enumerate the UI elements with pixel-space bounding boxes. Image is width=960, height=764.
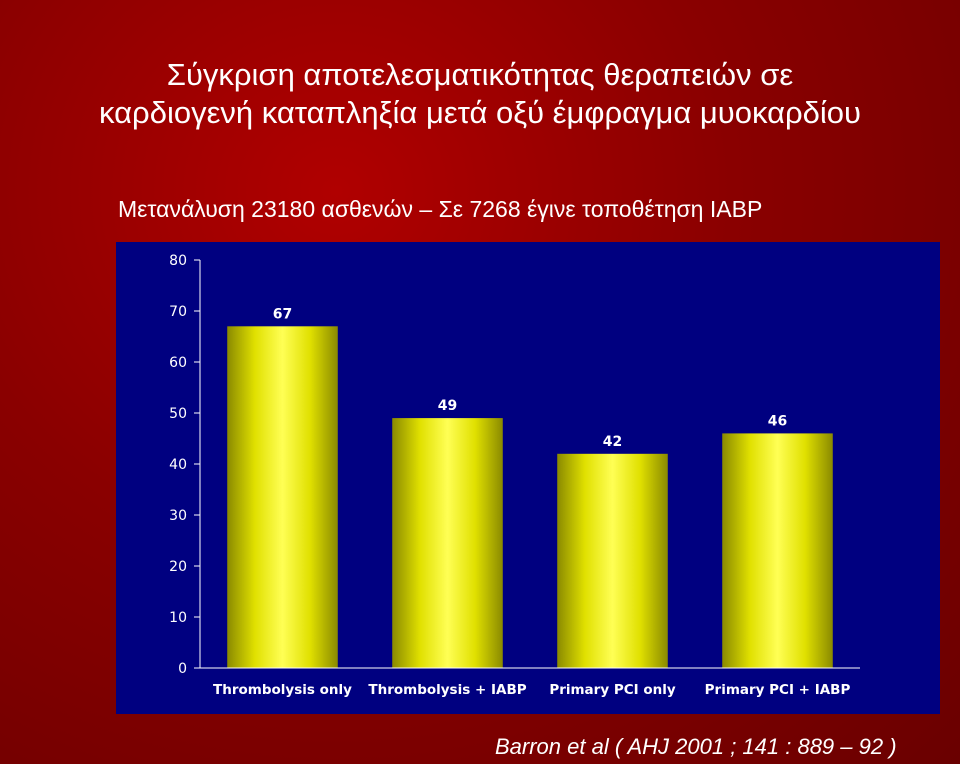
- y-tick-label: 40: [169, 457, 187, 473]
- x-category-label: Thrombolysis only: [213, 682, 352, 698]
- bar: [722, 433, 833, 668]
- y-tick-label: 60: [169, 355, 187, 371]
- y-axis: 0 10 20 30 40 50 60 70 80: [169, 253, 201, 677]
- bar: [227, 326, 338, 668]
- y-tick-label: 0: [178, 661, 187, 677]
- y-tick-label: 50: [169, 406, 187, 422]
- y-tick-label: 10: [169, 610, 187, 626]
- citation: Barron et al ( AHJ 2001 ; 141 : 889 – 92…: [495, 734, 897, 759]
- slide-subtitle: Μετανάλυση 23180 ασθενών – Σε 7268 έγινε…: [118, 196, 763, 222]
- y-tick-label: 80: [169, 253, 187, 269]
- bars: 67 49 42 46: [227, 306, 833, 668]
- bar-data-label: 67: [273, 306, 292, 322]
- bar-data-label: 46: [768, 413, 787, 429]
- x-category-label: Primary PCI + IABP: [705, 682, 851, 698]
- y-tick-label: 30: [169, 508, 187, 524]
- bar-data-label: 49: [438, 398, 457, 414]
- y-tick-label: 70: [169, 304, 187, 320]
- slide-title: Σύγκριση αποτελεσματικότητας θεραπειών σ…: [99, 57, 861, 130]
- y-tick-label: 20: [169, 559, 187, 575]
- x-category-label: Thrombolysis + IABP: [368, 682, 526, 698]
- bar: [557, 453, 668, 668]
- x-axis: Thrombolysis only Thrombolysis + IABP Prim…: [200, 667, 860, 698]
- bar: [392, 418, 503, 668]
- y-axis-label: In-hospital Mortality (%): [140, 331, 162, 593]
- x-category-label: Primary PCI only: [549, 682, 676, 698]
- bar-data-label: 42: [603, 434, 622, 450]
